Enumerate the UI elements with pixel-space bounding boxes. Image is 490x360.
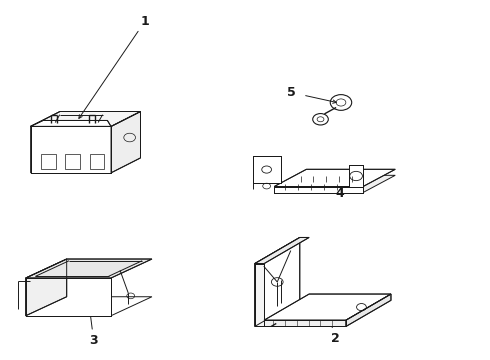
Text: 2: 2 [331,333,340,346]
Polygon shape [111,112,141,173]
Polygon shape [274,186,363,193]
Polygon shape [26,259,67,316]
Polygon shape [30,112,60,173]
Polygon shape [264,320,346,327]
Polygon shape [30,126,111,173]
Text: 1: 1 [141,14,149,27]
Polygon shape [349,166,363,186]
Text: 3: 3 [89,334,98,347]
Polygon shape [255,264,264,327]
Polygon shape [264,294,391,320]
Polygon shape [274,175,395,193]
Polygon shape [346,294,391,327]
Polygon shape [26,297,152,316]
Polygon shape [255,238,300,327]
Polygon shape [26,259,152,278]
Polygon shape [274,169,395,186]
Text: 5: 5 [287,86,295,99]
Polygon shape [30,121,111,126]
Text: 4: 4 [336,187,344,200]
Polygon shape [255,238,309,264]
Polygon shape [30,112,141,126]
Polygon shape [253,156,281,183]
Polygon shape [26,278,111,316]
